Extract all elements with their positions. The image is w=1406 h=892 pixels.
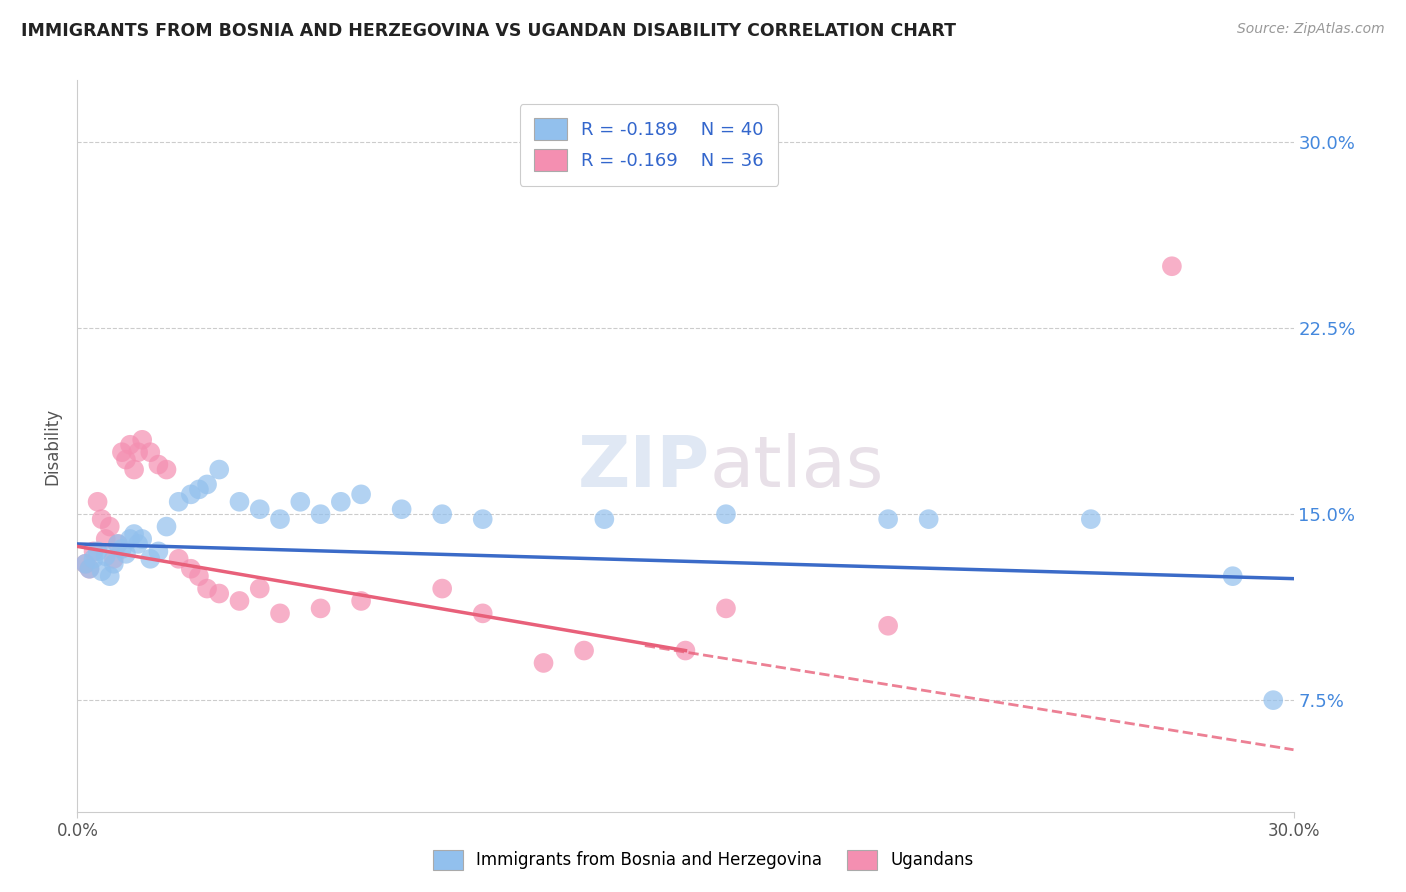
Point <box>90 512 112 526</box>
Point <box>391 502 413 516</box>
Point <box>111 445 134 459</box>
Point <box>98 569 121 583</box>
Point <box>139 551 162 566</box>
Point <box>877 512 900 526</box>
Point <box>593 512 616 526</box>
Point <box>107 537 129 551</box>
Point <box>533 656 555 670</box>
Point <box>249 582 271 596</box>
Legend: R = -0.189    N = 40, R = -0.169    N = 36: R = -0.189 N = 40, R = -0.169 N = 36 <box>520 104 778 186</box>
Point <box>127 537 149 551</box>
Point <box>131 532 153 546</box>
Point <box>329 495 352 509</box>
Text: atlas: atlas <box>710 434 884 502</box>
Legend: Immigrants from Bosnia and Herzegovina, Ugandans: Immigrants from Bosnia and Herzegovina, … <box>426 843 980 877</box>
Point <box>471 607 494 621</box>
Point <box>714 601 737 615</box>
Point <box>83 544 105 558</box>
Point <box>103 551 125 566</box>
Point <box>195 582 218 596</box>
Point <box>228 594 250 608</box>
Point <box>309 507 332 521</box>
Y-axis label: Disability: Disability <box>44 408 62 484</box>
Point <box>98 519 121 533</box>
Point <box>309 601 332 615</box>
Point <box>79 562 101 576</box>
Point <box>167 495 190 509</box>
Point <box>675 643 697 657</box>
Point <box>118 438 141 452</box>
Point <box>94 549 117 564</box>
Point <box>94 532 117 546</box>
Point <box>350 594 373 608</box>
Point <box>572 643 595 657</box>
Point <box>148 458 170 472</box>
Point <box>269 512 291 526</box>
Point <box>430 507 453 521</box>
Point <box>290 495 312 509</box>
Point <box>103 557 125 571</box>
Point <box>471 512 494 526</box>
Point <box>148 544 170 558</box>
Point <box>180 562 202 576</box>
Point <box>86 495 108 509</box>
Point <box>350 487 373 501</box>
Point <box>90 564 112 578</box>
Point <box>79 562 101 576</box>
Point <box>131 433 153 447</box>
Point <box>1161 259 1184 273</box>
Point <box>127 445 149 459</box>
Point <box>111 541 134 556</box>
Point <box>188 483 211 497</box>
Point <box>122 527 145 541</box>
Point <box>228 495 250 509</box>
Point <box>118 532 141 546</box>
Point <box>83 551 105 566</box>
Point <box>1222 569 1244 583</box>
Point <box>167 551 190 566</box>
Point <box>180 487 202 501</box>
Point <box>86 544 108 558</box>
Point <box>115 452 138 467</box>
Point <box>139 445 162 459</box>
Point <box>115 547 138 561</box>
Point <box>208 462 231 476</box>
Point <box>1080 512 1102 526</box>
Point <box>155 462 177 476</box>
Point <box>877 619 900 633</box>
Text: Source: ZipAtlas.com: Source: ZipAtlas.com <box>1237 22 1385 37</box>
Point <box>75 557 97 571</box>
Point <box>714 507 737 521</box>
Point <box>122 462 145 476</box>
Text: IMMIGRANTS FROM BOSNIA AND HERZEGOVINA VS UGANDAN DISABILITY CORRELATION CHART: IMMIGRANTS FROM BOSNIA AND HERZEGOVINA V… <box>21 22 956 40</box>
Point <box>75 557 97 571</box>
Point <box>430 582 453 596</box>
Point <box>208 586 231 600</box>
Point <box>918 512 941 526</box>
Point <box>269 607 291 621</box>
Point <box>107 537 129 551</box>
Point <box>155 519 177 533</box>
Text: ZIP: ZIP <box>578 434 710 502</box>
Point <box>188 569 211 583</box>
Point <box>195 477 218 491</box>
Point <box>1263 693 1285 707</box>
Point <box>249 502 271 516</box>
